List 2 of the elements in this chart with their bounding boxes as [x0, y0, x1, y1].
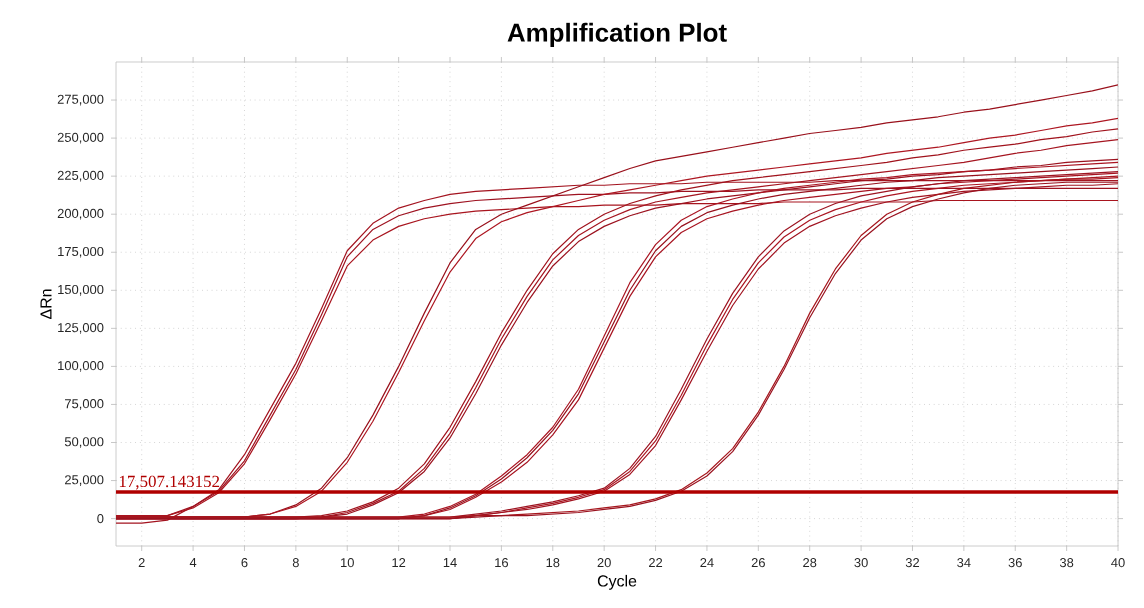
- ref-line-label: 17,507.143152: [119, 475, 220, 490]
- chart-title: Amplification Plot: [507, 22, 727, 47]
